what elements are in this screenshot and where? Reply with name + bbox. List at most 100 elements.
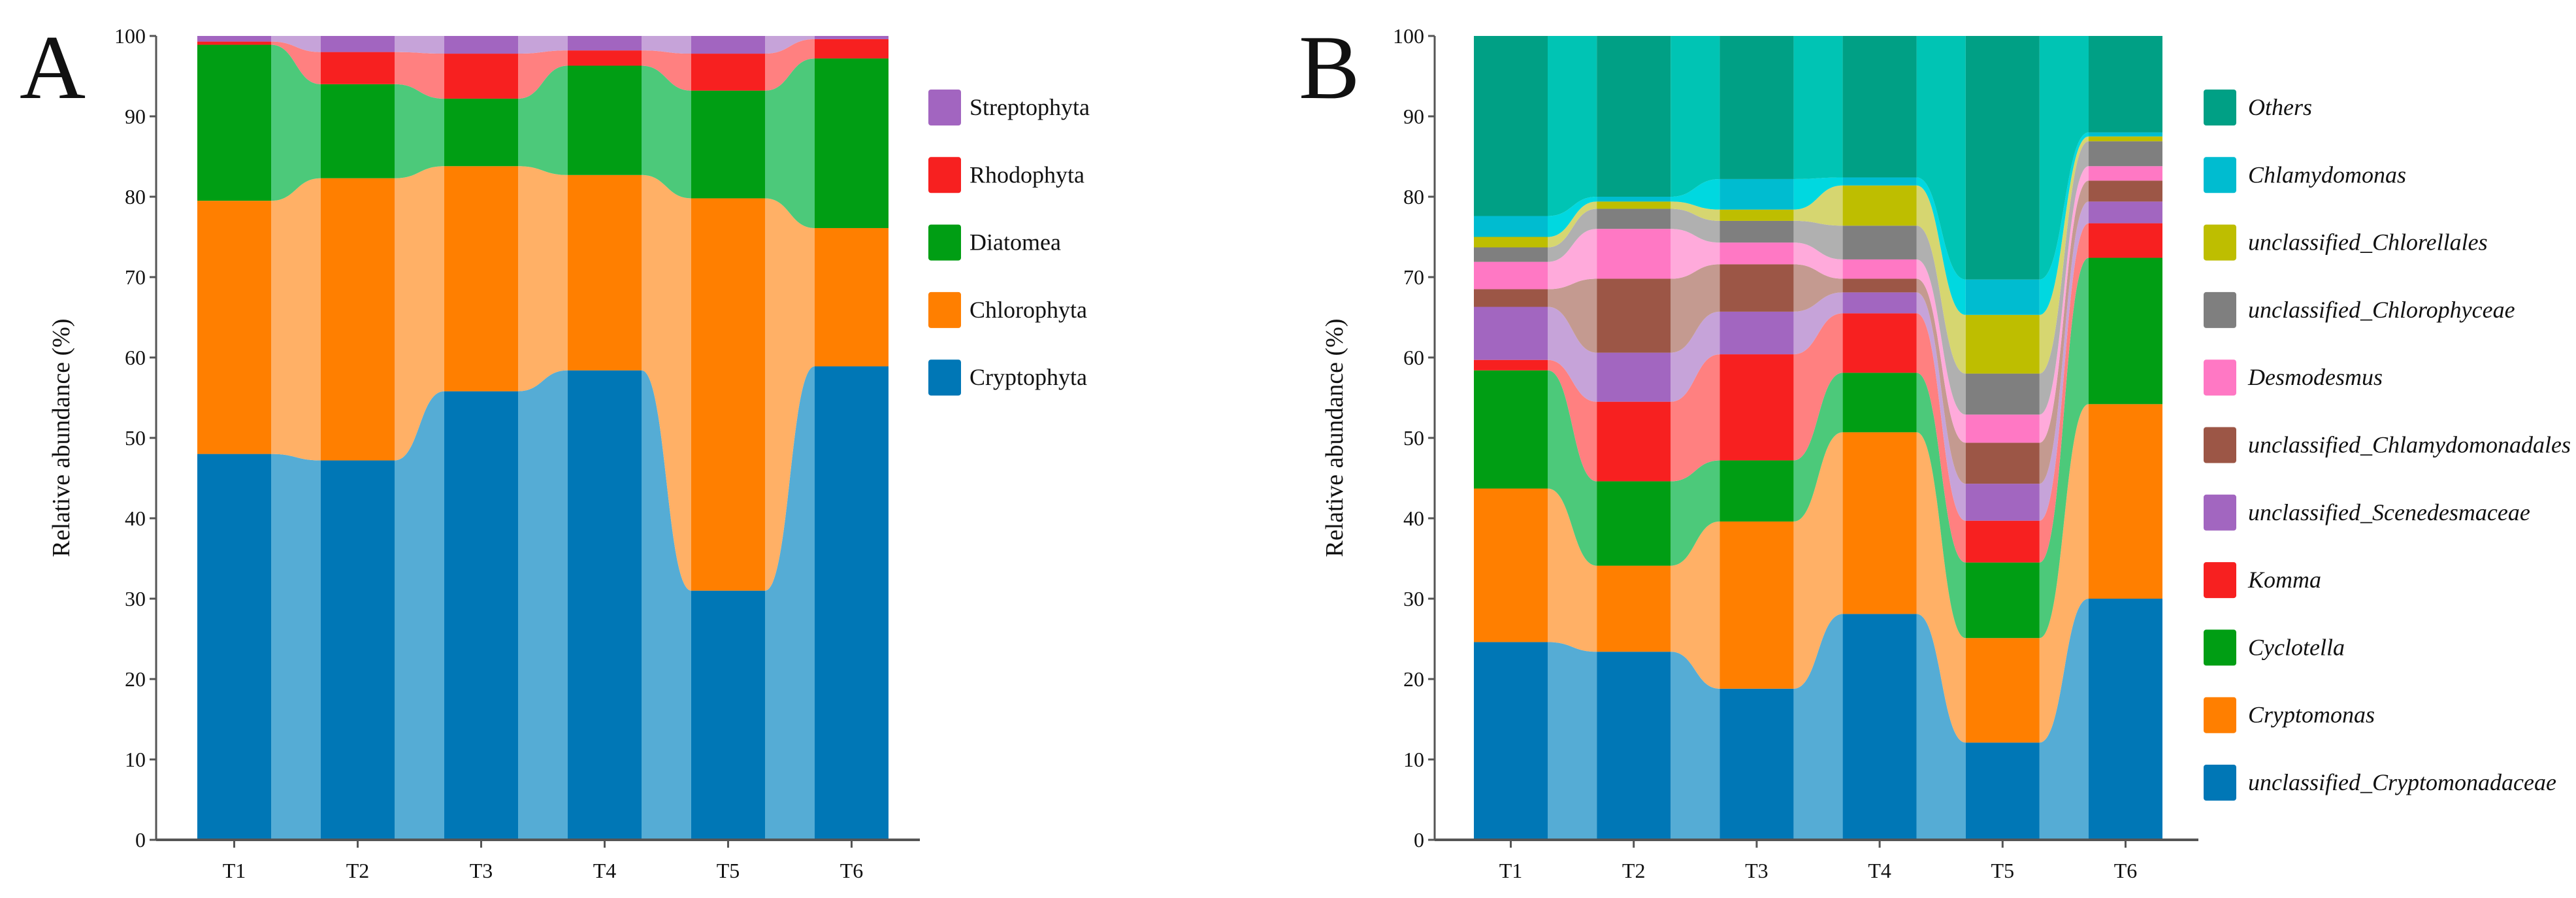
bar-segment-cyclotella-t4 <box>1842 373 1917 433</box>
flow-cryptophyta <box>271 454 321 840</box>
bar-segment-cryptophyta-t3 <box>444 391 518 840</box>
flow-cryptophyta <box>642 370 691 840</box>
y-tick-label: 100 <box>1393 24 1424 48</box>
bar-segment-streptophyta-t4 <box>568 36 642 51</box>
legend-swatch <box>928 90 961 125</box>
bar-segment-cryptophyta-t1 <box>197 454 271 840</box>
bar-segment-cryptomonas-t5 <box>1965 638 2040 743</box>
y-axis-title: Relative abundance (%) <box>48 318 75 557</box>
bar-segment-unclassified_cryptomonadaceae-t2 <box>1597 652 1671 840</box>
legend-swatch <box>928 359 961 396</box>
bar-segment-cryptophyta-t4 <box>568 370 642 840</box>
legend-label: Others <box>2248 94 2312 120</box>
flow-chlamydomonas <box>2039 132 2089 315</box>
legend-swatch <box>2204 359 2236 396</box>
flow-unclassified_cryptomonadaceae <box>2039 599 2089 840</box>
bar-segment-komma-t2 <box>1597 401 1671 482</box>
bar-segment-others-t3 <box>1720 36 1794 179</box>
bar-segment-chlorophyta-t4 <box>568 175 642 371</box>
bar-segment-diatomea-t1 <box>197 44 271 201</box>
bar-segment-cyclotella-t3 <box>1720 460 1794 522</box>
flow-unclassified_chlorophyceae <box>1916 225 1966 415</box>
legend-label: Rhodophyta <box>970 161 1084 188</box>
legend-label: Streptophyta <box>970 94 1090 120</box>
flow-chlorophyta <box>765 198 815 591</box>
bar-segment-unclassified_chlorellales-t4 <box>1842 185 1917 226</box>
bar-segment-unclassified_chlorophyceae-t3 <box>1720 220 1794 243</box>
y-tick-label: 40 <box>125 507 146 530</box>
flow-komma <box>1671 354 1720 482</box>
bar-segment-unclassified_cryptomonadaceae-t1 <box>1474 642 1548 840</box>
flow-unclassified_scenedesmaceae <box>1916 292 1966 521</box>
flow-unclassified_scenedesmaceae <box>1793 292 1843 355</box>
flow-unclassified_chlorophyceae <box>2039 141 2089 415</box>
flow-streptophyta <box>642 36 691 54</box>
flow-unclassified_chlorophyceae <box>1793 220 1843 259</box>
x-tick-label: T1 <box>1499 859 1523 882</box>
legend: Others Chlamydomonas unclassified_Chlorell… <box>2204 90 2571 801</box>
flow-diatomea <box>395 84 444 178</box>
panel-A: A 0 10 20 30 40 50 60 70 80 90 100 T1 T2 T3 T4 T5 T6 Relat… <box>20 17 1090 882</box>
bar-segment-others-t4 <box>1842 36 1917 178</box>
flow-komma <box>1548 359 1597 482</box>
bar-segment-unclassified_scenedesmaceae-t1 <box>1474 307 1548 360</box>
y-tick-label: 70 <box>1403 265 1424 289</box>
bar-segment-streptophyta-t3 <box>444 36 518 54</box>
flow-others <box>1671 36 1720 197</box>
bar-segment-unclassified_chlamydomonadales-t4 <box>1842 278 1917 293</box>
bar-segment-komma-t3 <box>1720 354 1794 461</box>
x-tick-label: T3 <box>1745 859 1769 882</box>
bar-segment-unclassified_chlorellales-t5 <box>1965 314 2040 374</box>
bar-segment-unclassified_scenedesmaceae-t5 <box>1965 484 2040 521</box>
flow-others <box>1548 36 1597 216</box>
flow-chlorophyta <box>395 166 444 461</box>
x-tick-label: T5 <box>717 859 740 882</box>
bar-segment-cryptomonas-t2 <box>1597 565 1671 652</box>
bar-segment-chlorophyta-t1 <box>197 201 271 454</box>
bar-segment-rhodophyta-t1 <box>197 41 271 45</box>
flow-cyclotella <box>1548 370 1597 566</box>
bar-segment-cryptophyta-t6 <box>815 366 889 840</box>
bar-segment-unclassified_scenedesmaceae-t4 <box>1842 292 1917 314</box>
bar-segment-cryptomonas-t6 <box>2089 404 2162 599</box>
flow-desmodesmus <box>1671 229 1720 279</box>
flow-unclassified_cryptomonadaceae <box>1548 642 1597 840</box>
flow-cryptomonas <box>1793 432 1843 689</box>
x-tick-label: T2 <box>346 859 370 882</box>
flow-unclassified_chlamydomonadales <box>1548 278 1597 353</box>
y-tick-label: 80 <box>125 185 146 208</box>
flow-komma <box>1793 313 1843 461</box>
bar-segment-komma-t1 <box>1474 359 1548 371</box>
bar-segment-unclassified_chlorellales-t1 <box>1474 237 1548 248</box>
legend-label: unclassified_Cryptomonadaceae <box>2248 769 2556 795</box>
flow-unclassified_chlorellales <box>1548 201 1597 248</box>
x-tick-label: T4 <box>1868 859 1891 882</box>
legend-label: Cryptomonas <box>2248 702 2375 728</box>
bar-segment-unclassified_chlorellales-t3 <box>1720 209 1794 221</box>
flow-unclassified_chlorophyceae <box>1548 208 1597 262</box>
bar-segment-chlamydomonas-t6 <box>2089 132 2162 137</box>
legend-label: unclassified_Chlorophyceae <box>2248 297 2515 323</box>
bar-segment-chlorophyta-t6 <box>815 227 889 367</box>
flow-others <box>1916 36 1966 280</box>
bar-segment-chlamydomonas-t3 <box>1720 178 1794 210</box>
y-tick-label: 90 <box>1403 105 1424 128</box>
flow-diatomea <box>765 58 815 228</box>
flow-cyclotella <box>2039 258 2089 639</box>
x-tick-label: T1 <box>223 859 246 882</box>
panel-letter: B <box>1299 17 1360 118</box>
bar-segment-unclassified_cryptomonadaceae-t4 <box>1842 614 1917 840</box>
legend-swatch <box>2204 224 2236 261</box>
panel-letter: A <box>20 17 86 118</box>
legend-swatch <box>2204 157 2236 193</box>
bar-segment-rhodophyta-t6 <box>815 39 889 59</box>
y-tick-label: 50 <box>1403 426 1424 450</box>
flow-streptophyta <box>395 36 444 54</box>
bar-segment-diatomea-t5 <box>691 90 765 199</box>
legend-swatch <box>2204 427 2236 463</box>
bar-segment-unclassified_chlorophyceae-t2 <box>1597 208 1671 229</box>
flow-cryptomonas <box>2039 404 2089 743</box>
flow-unclassified_cryptomonadaceae <box>1671 652 1720 840</box>
bar-segment-unclassified_chlorophyceae-t5 <box>1965 373 2040 415</box>
flow-unclassified_chlamydomonadales <box>1793 264 1843 312</box>
